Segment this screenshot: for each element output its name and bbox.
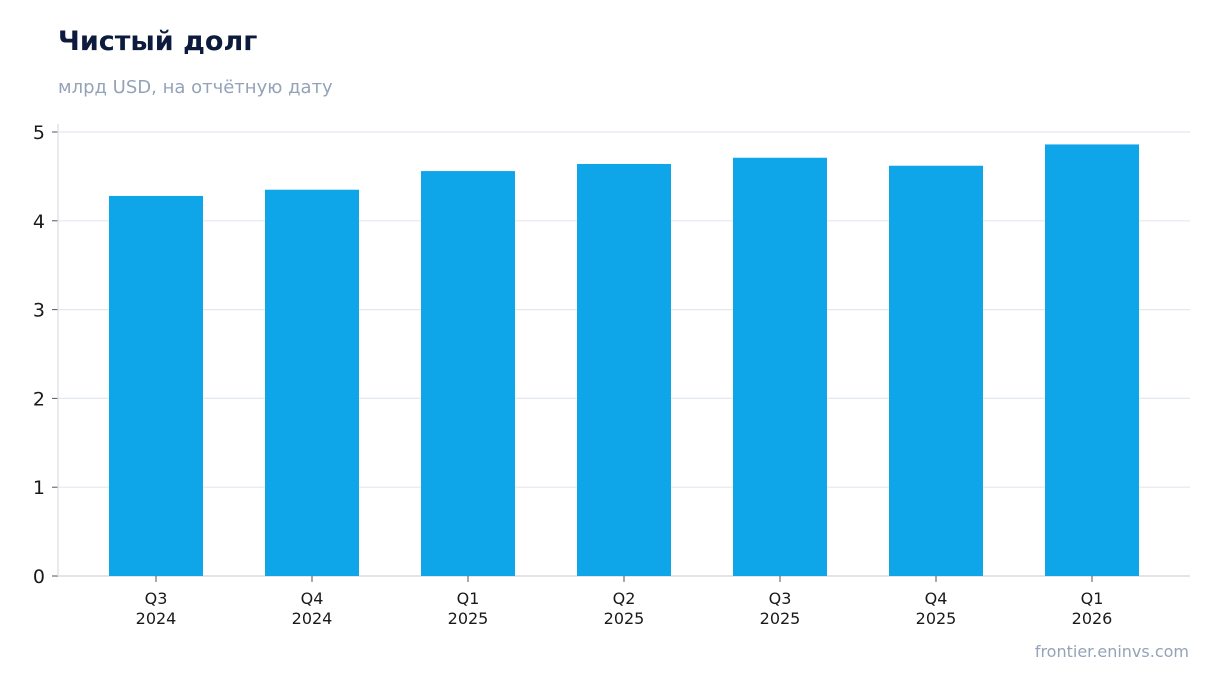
bar (1045, 144, 1139, 576)
source-credit: frontier.eninvs.com (1034, 642, 1189, 661)
axis-labels: 012345Q32024Q42024Q12025Q22025Q32025Q420… (33, 122, 1112, 628)
y-tick-label: 0 (33, 566, 45, 588)
x-tick-label: 2025 (916, 609, 957, 628)
bar (265, 189, 359, 576)
x-tick-label: 2025 (448, 609, 489, 628)
chart-title: Чистый долг (58, 26, 258, 57)
chart-subtitle: млрд USD, на отчётную дату (58, 77, 333, 98)
y-tick-label: 2 (33, 388, 45, 410)
x-tick-label: Q4 (301, 589, 324, 608)
x-tick-label: Q4 (925, 589, 948, 608)
x-tick-label: 2025 (760, 609, 801, 628)
bar (421, 171, 515, 576)
y-tick-label: 4 (33, 211, 45, 233)
bar (577, 163, 671, 576)
x-tick-label: Q3 (769, 589, 792, 608)
y-tick-label: 5 (33, 122, 45, 144)
y-tick-label: 3 (33, 300, 45, 322)
bar (889, 165, 983, 576)
y-tick-label: 1 (33, 477, 45, 499)
bar (109, 195, 203, 576)
x-tick-label: Q3 (145, 589, 168, 608)
x-tick-label: 2025 (604, 609, 645, 628)
x-tick-label: Q1 (1081, 589, 1104, 608)
x-tick-label: 2024 (136, 609, 177, 628)
x-tick-label: Q2 (613, 589, 636, 608)
bar (733, 157, 827, 576)
bars (109, 144, 1139, 576)
x-tick-label: Q1 (457, 589, 480, 608)
x-tick-label: 2026 (1072, 609, 1113, 628)
x-tick-label: 2024 (292, 609, 333, 628)
